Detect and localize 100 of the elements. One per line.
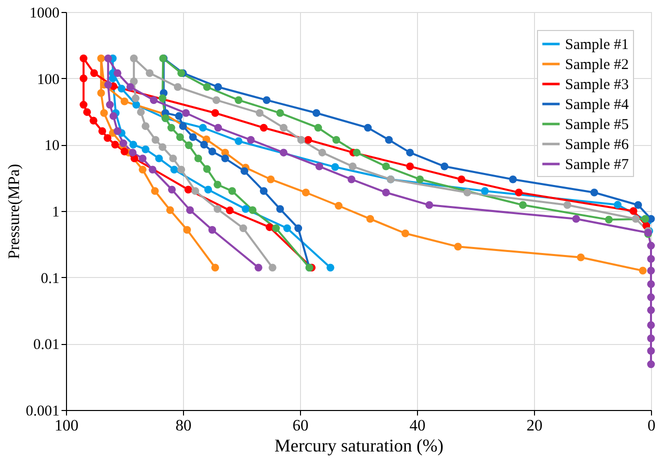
point bbox=[212, 96, 220, 104]
y-tick-label: 0.1 bbox=[40, 270, 60, 287]
point bbox=[83, 108, 91, 116]
legend-label: Sample #4 bbox=[565, 97, 630, 113]
point bbox=[199, 124, 207, 132]
point bbox=[463, 188, 472, 196]
point bbox=[272, 224, 280, 232]
point bbox=[647, 346, 655, 355]
point bbox=[114, 127, 122, 135]
point bbox=[605, 216, 613, 224]
point bbox=[614, 200, 622, 209]
y-tick-label: 10 bbox=[44, 138, 60, 154]
legend-label: Sample #1 bbox=[565, 37, 629, 53]
point bbox=[382, 188, 390, 196]
point bbox=[98, 127, 106, 135]
point bbox=[104, 54, 112, 62]
point bbox=[647, 360, 655, 368]
point bbox=[632, 215, 640, 223]
point bbox=[240, 167, 248, 175]
point bbox=[563, 201, 572, 209]
point bbox=[647, 254, 655, 263]
point bbox=[382, 162, 390, 170]
point bbox=[276, 205, 284, 213]
point bbox=[130, 78, 138, 86]
y-tick-label: 100 bbox=[37, 72, 60, 88]
point bbox=[647, 242, 655, 250]
point bbox=[348, 162, 357, 170]
point bbox=[256, 109, 264, 117]
point bbox=[104, 80, 112, 89]
point bbox=[385, 136, 393, 144]
point bbox=[183, 226, 191, 234]
legend-label: Sample #3 bbox=[565, 77, 629, 93]
point bbox=[100, 109, 108, 117]
point bbox=[204, 186, 212, 194]
point bbox=[203, 83, 211, 91]
x-tick-label: 40 bbox=[410, 418, 426, 434]
point bbox=[280, 148, 288, 156]
point bbox=[331, 163, 339, 171]
point bbox=[80, 100, 88, 109]
point bbox=[186, 206, 194, 214]
x-tick-label: 20 bbox=[526, 418, 542, 434]
point bbox=[314, 124, 322, 132]
point bbox=[211, 264, 220, 272]
point bbox=[315, 162, 324, 170]
point bbox=[266, 223, 274, 232]
point bbox=[572, 215, 580, 223]
point bbox=[166, 206, 174, 214]
point bbox=[647, 321, 655, 330]
point bbox=[352, 148, 361, 156]
point bbox=[174, 83, 182, 91]
point bbox=[302, 188, 310, 196]
point bbox=[326, 264, 334, 272]
x-tick-label: 60 bbox=[292, 418, 308, 434]
point bbox=[214, 124, 222, 132]
point bbox=[440, 162, 448, 170]
point bbox=[234, 137, 242, 146]
point bbox=[425, 201, 434, 209]
point bbox=[142, 122, 150, 130]
y-tick-label: 1000 bbox=[30, 6, 60, 22]
point bbox=[120, 97, 128, 106]
point bbox=[137, 108, 145, 116]
point bbox=[184, 141, 193, 150]
y-tick-label: 1 bbox=[52, 204, 60, 220]
point bbox=[312, 109, 320, 117]
point bbox=[519, 201, 527, 209]
point bbox=[97, 89, 105, 97]
point bbox=[280, 124, 288, 132]
point bbox=[182, 109, 190, 117]
legend-label: Sample #5 bbox=[565, 117, 629, 133]
point bbox=[158, 94, 166, 102]
point bbox=[254, 264, 262, 272]
point bbox=[248, 206, 256, 214]
point bbox=[228, 187, 236, 195]
legend-label: Sample #2 bbox=[565, 57, 629, 73]
point bbox=[152, 136, 160, 144]
x-tick-label: 0 bbox=[648, 418, 656, 434]
point bbox=[170, 166, 178, 174]
point bbox=[184, 186, 192, 194]
point bbox=[634, 201, 642, 209]
point bbox=[647, 306, 655, 314]
point bbox=[214, 83, 222, 91]
point bbox=[189, 133, 197, 141]
point bbox=[262, 96, 271, 104]
point bbox=[226, 206, 234, 214]
point bbox=[208, 226, 216, 234]
point bbox=[630, 207, 638, 215]
point bbox=[641, 215, 650, 223]
legend-label: Sample #7 bbox=[565, 157, 630, 173]
point bbox=[366, 215, 374, 223]
legend-label: Sample #6 bbox=[565, 137, 630, 153]
point bbox=[234, 96, 242, 104]
point bbox=[647, 280, 655, 288]
point bbox=[364, 124, 372, 132]
point bbox=[177, 166, 186, 174]
point bbox=[167, 124, 176, 132]
point bbox=[169, 154, 177, 162]
point bbox=[151, 187, 159, 195]
point bbox=[246, 136, 255, 144]
point bbox=[129, 140, 138, 149]
point bbox=[221, 154, 229, 162]
